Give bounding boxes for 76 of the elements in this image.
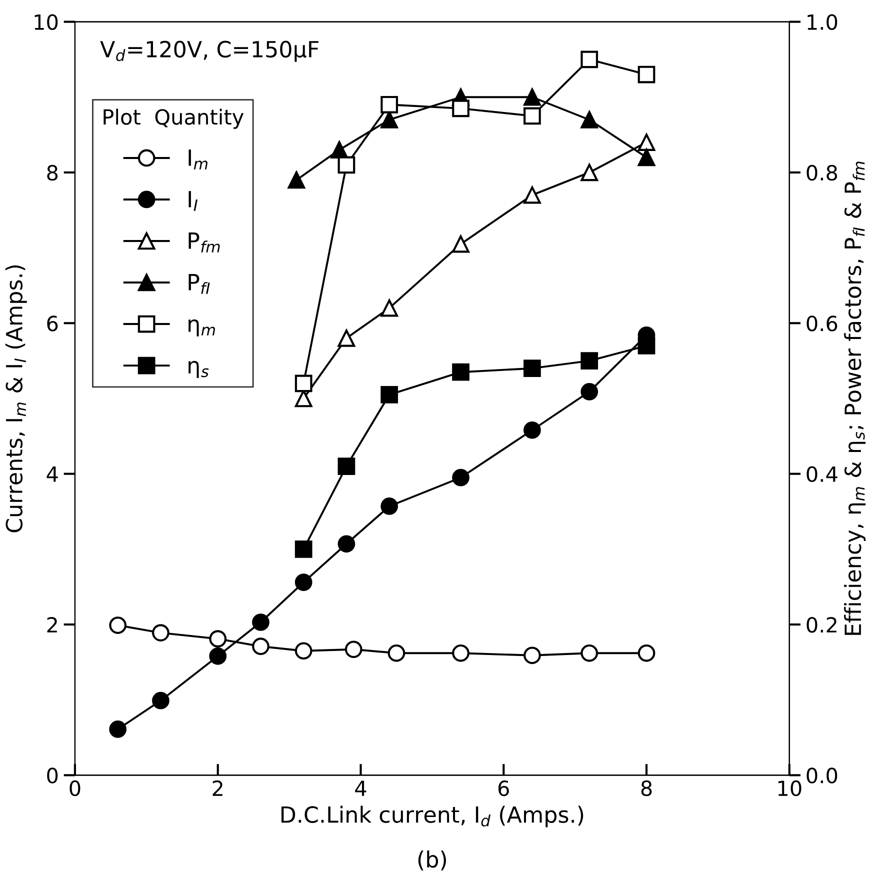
legend-label: P$_{fI}$ [188,274,210,294]
point [380,498,398,515]
point [294,374,312,392]
point [109,720,127,738]
point [638,644,656,662]
x-tick-label: 10 [778,780,802,796]
point [380,299,398,317]
point [152,692,170,710]
point [580,164,598,182]
y2-tick-label: 0.4 [806,466,838,482]
y-tick-label: 2 [47,616,57,632]
text: (b) [418,850,446,870]
point [209,630,227,648]
point [252,638,270,656]
point [338,330,356,347]
point [524,186,541,204]
point [524,646,541,664]
annotation: V$_{d}$=120V, C=150μF [100,40,318,62]
point [338,458,356,475]
point [380,386,398,404]
point [524,360,541,378]
legend-label: I$_{m}$ [188,150,208,170]
point [452,363,470,381]
point [580,383,598,400]
point [638,134,656,152]
point [294,540,312,558]
legend-label: P$_{fm}$ [188,232,220,252]
point [452,100,470,118]
y2-tick-label: 0.6 [806,316,838,332]
x-tick-label: 2 [212,780,222,796]
point [638,66,656,84]
point [638,337,656,354]
y2-tick-label: 0.0 [806,768,838,784]
point [638,148,656,166]
point [452,235,470,253]
point [380,96,398,114]
y2-tick-label: 0.8 [806,164,838,181]
y-tick-label: 6 [47,316,58,332]
point [580,644,598,662]
point [580,111,598,128]
point [294,642,312,660]
point [109,616,127,634]
y2-tick-label: 1.0 [808,14,838,30]
point [338,156,356,174]
point [152,624,170,642]
x-tick-label: 8 [641,780,652,796]
x-axis-title: D.C.Link current, I$_{d}$ (Amps.) [281,806,584,828]
point [252,614,270,631]
point [344,640,362,658]
point [524,107,541,125]
point [580,50,598,68]
point [338,535,356,553]
point [452,468,470,486]
point [580,352,598,370]
point [524,421,541,439]
point [452,644,470,662]
point [524,88,541,106]
legend-label: I$_{I}$ [188,191,198,211]
y-tick-label: 4 [46,466,58,482]
legend-label: η$_{m}$ [188,319,215,336]
legend-label: η$_{s}$ [188,360,209,378]
y-axis-title: Currents, I$_{m}$ & I$_{I}$ (Amps.) [5,265,27,532]
point [388,644,406,662]
legend-title: Plot Quantity [104,108,244,129]
y2-axis-title: Efficiency, η$_{m}$ & η$_{s}$; Power factors, P$_{fI}$ & P$_{fm}$ [844,162,866,635]
point [288,171,306,189]
y-tick-label: 0 [47,768,58,784]
point [294,574,312,591]
x-tick-label: 6 [498,780,509,796]
y2-tick-label: 0.2 [806,616,836,633]
point [209,647,227,665]
point [380,111,398,128]
y-tick-label: 10 [34,14,58,30]
x-tick-label: 0 [70,780,80,796]
x-tick-label: 4 [355,780,366,796]
y-tick-label: 8 [47,164,58,181]
